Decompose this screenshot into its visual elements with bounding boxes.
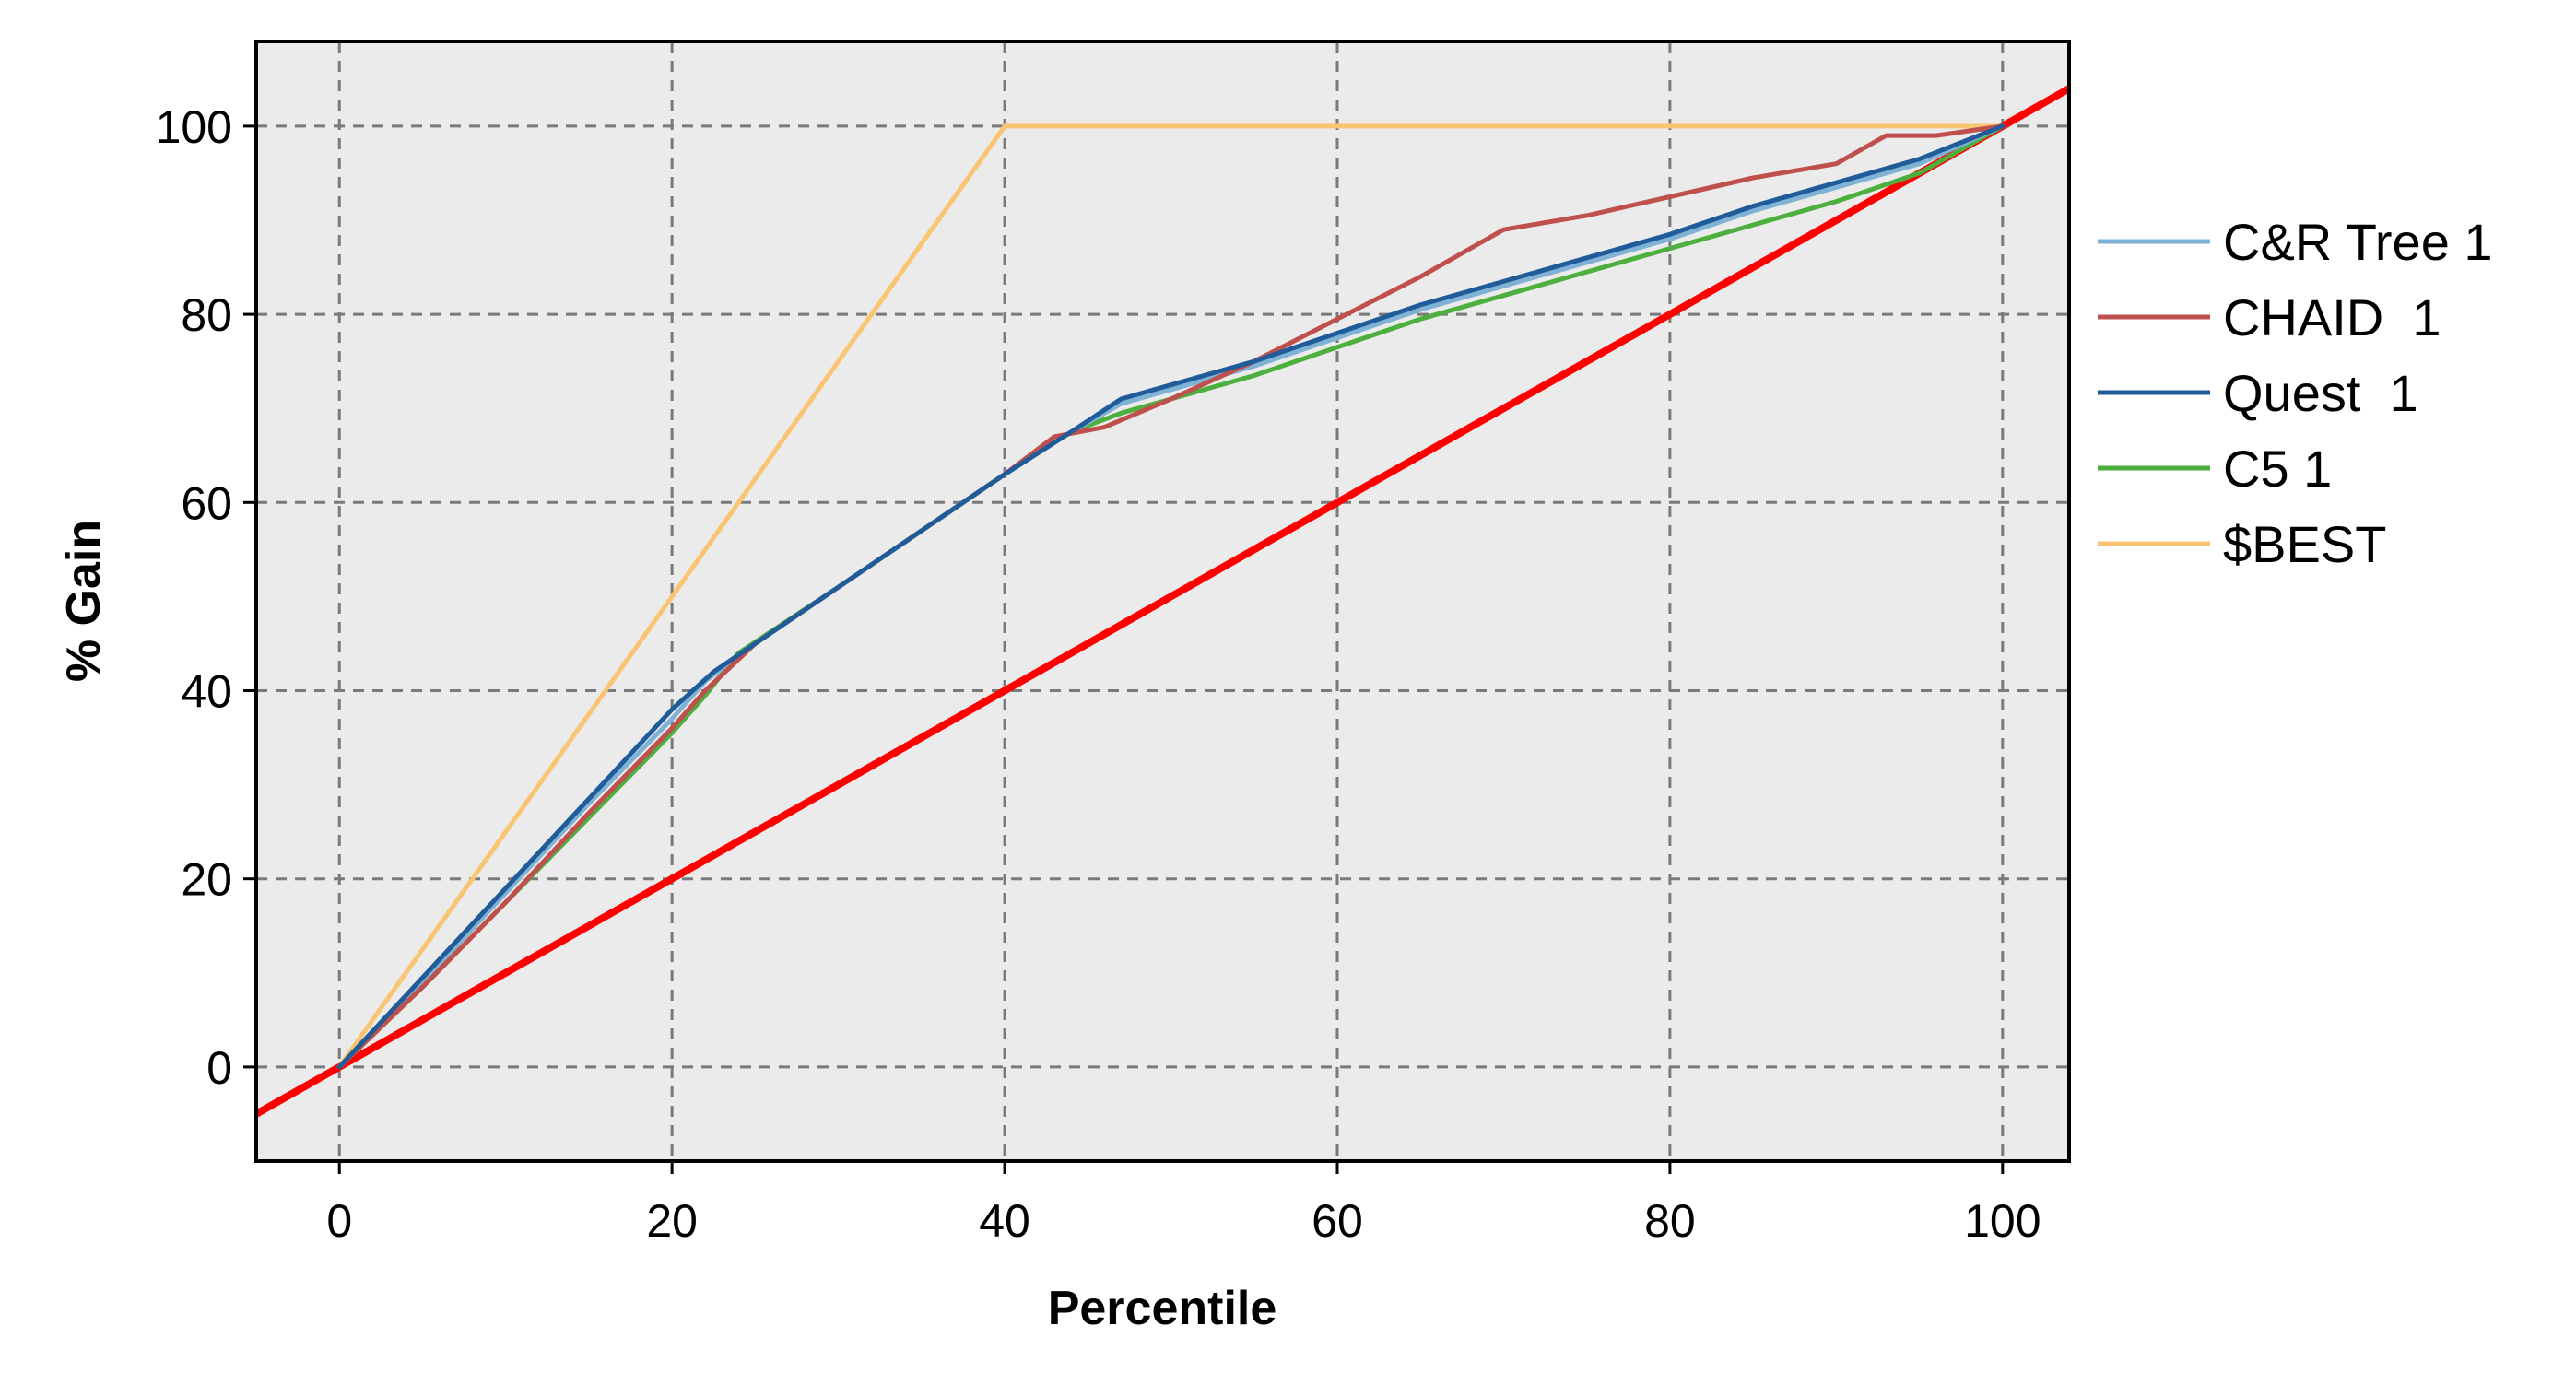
grid-lines: [256, 41, 2069, 1161]
plot-area-border: [254, 40, 2071, 1163]
x-tick-label-60: 60: [1312, 1195, 1363, 1247]
x-tick-label-20: 20: [646, 1195, 698, 1247]
legend-label-c5-1: C5 1: [2223, 440, 2332, 498]
x-tick-label-100: 100: [1964, 1195, 2041, 1247]
x-tick-label-80: 80: [1644, 1195, 1696, 1247]
legend-label-best: $BEST: [2223, 515, 2386, 573]
tick-labels: 0 20 40 60 80 100 0 20 40 60 80 100: [156, 101, 2041, 1247]
series-line-quest-1: [336, 123, 2006, 1070]
x-tick-label-40: 40: [979, 1195, 1030, 1247]
series-line-c-r-tree-1: [336, 123, 2006, 1070]
x-tick-label-0: 0: [326, 1195, 352, 1247]
series-line-chaid-1: [336, 123, 2006, 1070]
y-axis-title: % Gain: [57, 520, 111, 682]
series-lines: [256, 85, 2069, 1118]
legend-label-c-r-tree-1: C&R Tree 1: [2223, 213, 2493, 271]
y-tick-label-80: 80: [181, 289, 232, 341]
y-tick-label-40: 40: [181, 665, 232, 717]
x-axis-title: Percentile: [1048, 1282, 1277, 1335]
legend-label-quest-1: Quest 1: [2223, 364, 2418, 422]
legend: C&R Tree 1 CHAID 1 Quest 1 C5 1 $BEST: [2098, 213, 2493, 573]
baseline-line: [256, 85, 2069, 1118]
y-tick-label-0: 0: [206, 1042, 232, 1094]
y-tick-label-60: 60: [181, 477, 232, 529]
series-line-best: [336, 123, 2006, 1070]
y-tick-label-100: 100: [156, 101, 232, 153]
series-line-c5-1: [336, 123, 2006, 1070]
y-tick-label-20: 20: [181, 854, 232, 906]
axis-ticks: [243, 124, 2005, 1174]
legend-label-chaid-1: CHAID 1: [2223, 288, 2441, 346]
